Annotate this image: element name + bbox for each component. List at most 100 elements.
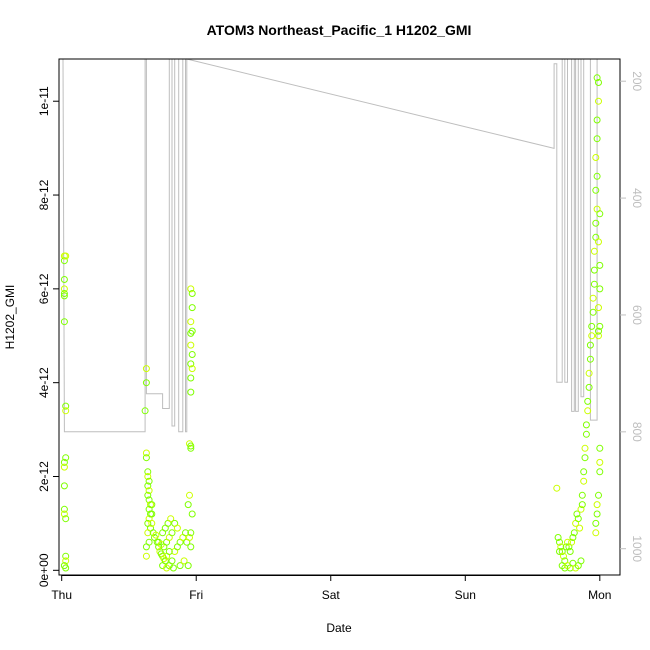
data-point: [188, 510, 196, 518]
x-tick-label: Sat: [322, 588, 341, 602]
data-point: [182, 529, 189, 537]
data-point: [592, 519, 600, 527]
data-point: [60, 290, 68, 297]
data-point: [187, 329, 195, 337]
data-point: [144, 473, 152, 480]
y-tick-label: 0e+00: [37, 553, 51, 587]
data-point: [142, 379, 150, 387]
data-point: [60, 458, 68, 466]
y-tick-label: 2e-12: [37, 461, 51, 492]
data-point: [584, 397, 592, 405]
data-point: [60, 285, 68, 293]
data-point: [60, 463, 68, 471]
data-point: [167, 515, 175, 523]
data-point: [142, 543, 150, 551]
data-point: [187, 374, 195, 382]
data-point: [585, 369, 593, 377]
data-point: [148, 510, 156, 518]
data-point: [553, 484, 561, 492]
y-axis-right: 200 400 600 800 1000: [620, 71, 644, 562]
data-point: [589, 294, 597, 302]
data-point: [60, 257, 68, 265]
data-point: [186, 491, 193, 499]
data-point: [144, 468, 152, 476]
data-point: [141, 407, 149, 415]
data-point: [188, 304, 196, 312]
data-point: [168, 557, 176, 565]
data-point: [187, 318, 195, 326]
data-point: [577, 505, 585, 513]
data-point: [184, 501, 192, 509]
y-axis-left: 0e+00 2e-12 4e-12 6e-12 8e-12 1e-11: [37, 86, 59, 587]
data-point: [145, 477, 153, 485]
data-point: [582, 421, 590, 429]
data-point: [592, 219, 600, 227]
data-point: [60, 505, 68, 513]
data-point: [62, 564, 70, 572]
data-point: [144, 491, 152, 499]
y-tick-label: 1e-11: [37, 86, 51, 116]
data-point: [560, 552, 567, 560]
data-point: [596, 458, 604, 466]
data-point: [159, 529, 167, 537]
data-point: [187, 442, 195, 450]
data-point: [584, 407, 592, 415]
data-point: [60, 510, 68, 518]
chart-title: ATOM3 Northeast_Pacific_1 H1202_GMI: [207, 22, 472, 38]
data-point: [586, 355, 594, 363]
data-point: [184, 562, 192, 570]
data-point: [144, 482, 152, 490]
data-point: [148, 501, 156, 509]
data-point: [62, 552, 70, 560]
right-tick-label: 1000: [630, 535, 644, 562]
data-point: [595, 327, 602, 335]
data-point: [62, 252, 70, 260]
data-point: [593, 74, 601, 82]
data-point: [592, 529, 600, 537]
data-point: [593, 501, 601, 509]
data-point: [582, 430, 590, 438]
data-point: [595, 491, 602, 499]
data-point: [187, 285, 195, 293]
data-point: [163, 564, 171, 572]
data-point: [566, 548, 574, 555]
y-tick-label: 6e-12: [37, 273, 51, 304]
data-point: [595, 332, 602, 340]
data-point: [585, 383, 593, 391]
right-tick-label: 600: [630, 305, 644, 325]
data-point: [62, 402, 70, 410]
data-point: [180, 557, 188, 565]
data-point: [592, 186, 600, 194]
data-point: [581, 444, 589, 452]
data-point: [142, 454, 150, 462]
right-tick-label: 800: [630, 422, 644, 442]
data-point: [187, 529, 195, 537]
data-point: [62, 407, 70, 415]
data-point: [564, 538, 571, 546]
y-tick-label: 4e-12: [37, 367, 51, 398]
data-point: [568, 538, 576, 546]
data-point: [596, 444, 604, 452]
data-point: [554, 534, 562, 541]
data-point: [570, 529, 578, 537]
data-point: [556, 538, 563, 546]
data-point: [580, 468, 588, 476]
data-point: [60, 318, 68, 326]
x-tick-label: Sun: [455, 588, 476, 602]
data-point: [188, 290, 196, 297]
data-point: [595, 79, 602, 86]
data-point: [187, 360, 195, 368]
data-point: [596, 285, 604, 293]
data-point: [577, 557, 585, 565]
data-point: [595, 304, 602, 312]
data-point: [173, 524, 181, 532]
data-point: [148, 519, 156, 527]
data-point: [573, 510, 581, 518]
data-point: [574, 515, 582, 523]
data-point: [595, 97, 602, 105]
data-point: [144, 529, 152, 537]
data-point: [580, 477, 588, 485]
data-point: [590, 247, 598, 255]
data-point: [60, 292, 68, 300]
